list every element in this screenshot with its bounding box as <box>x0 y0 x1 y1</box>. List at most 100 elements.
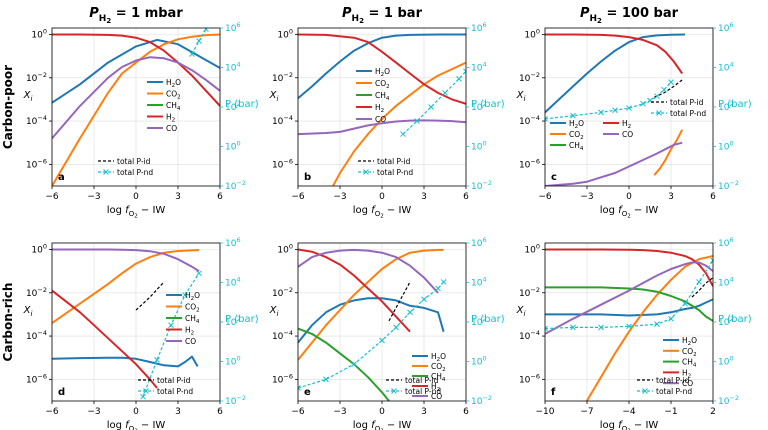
legend-label-h2o: H2O <box>166 78 181 89</box>
series-total-pnd-marker <box>351 361 357 368</box>
legend-label-total-pnd: total P-nd <box>670 109 706 118</box>
y2-axis-label-text: P (bar) <box>718 99 752 110</box>
x-axis-label-sub: O <box>375 425 381 430</box>
legend-label-total-pnd: total P-nd <box>656 387 692 396</box>
y2-tick-label: 100 <box>718 140 734 153</box>
y-tick-exp: −4 <box>37 329 47 337</box>
series-h2o <box>545 33 686 114</box>
series-co <box>298 248 439 294</box>
x-tick-label: 2 <box>710 407 716 417</box>
y-tick-label: 10−6 <box>519 157 540 170</box>
y-tick-exp: −2 <box>283 286 293 294</box>
y-tick-exp: −2 <box>37 286 47 294</box>
y2-tick-exp: 0 <box>482 140 486 148</box>
series-total-pnd-marker <box>189 51 195 57</box>
series-total-pnd-marker <box>435 285 441 292</box>
legend-label-h2o: H2O <box>431 352 446 363</box>
series-h2 <box>52 33 220 107</box>
x-axis-label-f: f <box>371 205 376 216</box>
legend-label-main: CO <box>166 90 177 99</box>
y-tick-label: 10−6 <box>272 157 293 170</box>
x-axis-label: log fO2 − IW <box>600 420 659 430</box>
legend-label-sub: 4 <box>386 96 390 102</box>
x-tick-label: 6 <box>710 192 716 202</box>
x-tick-label: −3 <box>580 192 593 202</box>
series-co2 <box>52 33 220 186</box>
x-tick-label: −6 <box>45 407 59 417</box>
y-axis-label-sub: i <box>30 310 32 318</box>
y-tick-exp: −6 <box>283 372 293 380</box>
series-co2 <box>585 255 713 401</box>
x-tick-label: −7 <box>580 407 593 417</box>
y-tick-label: 100 <box>31 27 47 40</box>
y2-tick-base: 10 <box>471 358 483 368</box>
legend-label-ch4: CH4 <box>375 91 390 102</box>
y2-tick-base: 10 <box>225 318 237 328</box>
series-total-pnd-marker <box>696 279 702 285</box>
legend-label-main: CH <box>569 141 580 150</box>
y2-tick-exp: −2 <box>236 179 246 187</box>
legend-label-sub: 2 <box>196 308 200 314</box>
legend-label-total-pid: total P-id <box>670 98 704 107</box>
y2-tick-base: 10 <box>471 182 483 192</box>
plot-area <box>298 248 447 401</box>
legend-label-main: CH <box>185 314 196 323</box>
y2-tick-exp: 6 <box>729 21 733 29</box>
series-total-pnd-marker <box>196 270 202 277</box>
series-total-pnd-marker <box>182 292 188 298</box>
x-axis-label-suffix: − IW <box>384 420 412 430</box>
y-tick-base: 10 <box>26 160 38 170</box>
column-title-sub: H <box>352 14 360 24</box>
y2-tick-exp: −2 <box>482 179 492 187</box>
y2-tick-base: 10 <box>718 143 730 153</box>
x-tick-label: −4 <box>622 407 636 417</box>
y2-tick-label: 106 <box>718 236 734 249</box>
series-total-pnd-marker <box>428 104 434 110</box>
legend-label-rest: O <box>194 291 200 300</box>
y2-tick-label: 102 <box>471 100 487 113</box>
x-tick-label: 0 <box>133 407 139 417</box>
y2-axis-label: P (bar) <box>225 99 259 110</box>
y2-tick-base: 10 <box>471 24 483 34</box>
legend-label-co: CO <box>682 379 693 388</box>
legend-label-main: CO <box>569 130 580 139</box>
plot-area <box>545 33 686 186</box>
y-tick-label: 10−6 <box>26 157 47 170</box>
y2-tick-base: 10 <box>471 143 483 153</box>
y2-tick-exp: 0 <box>236 355 240 363</box>
y2-tick-base: 10 <box>225 64 237 74</box>
legend-label-sub: 2 <box>442 367 446 373</box>
series-total-pnd-marker <box>203 28 209 32</box>
y-tick-exp: −6 <box>37 157 47 165</box>
y-tick-exp: 0 <box>43 27 47 35</box>
y2-tick-label: 102 <box>225 315 241 328</box>
x-tick-label: 6 <box>217 192 223 202</box>
series-total-pnd-marker <box>570 324 576 331</box>
x-axis-label-f: f <box>618 205 623 216</box>
y-tick-base: 10 <box>26 332 38 342</box>
series-total-pnd-marker <box>218 4 223 9</box>
y2-tick-exp: 2 <box>236 100 240 108</box>
series-total-pid <box>653 79 683 98</box>
x-tick-label: 0 <box>133 192 139 202</box>
y2-tick-label: 104 <box>225 61 241 74</box>
x-axis-label-sub: O <box>375 210 381 218</box>
series-total-pnd-marker <box>154 357 160 363</box>
series-total-pnd-marker <box>140 393 146 400</box>
y2-tick-label: 102 <box>471 315 487 328</box>
legend-label-sub: 2 <box>381 108 385 114</box>
y-tick-label: 10−4 <box>272 114 293 127</box>
y-tick-base: 10 <box>524 245 536 255</box>
y2-tick-label: 102 <box>718 100 734 113</box>
column-title: PH2 = 100 bar <box>580 6 679 25</box>
column-title-value: = 1 mbar <box>111 6 183 21</box>
legend-label-co: CO <box>431 392 442 401</box>
y-tick-exp: −2 <box>530 71 540 79</box>
y2-tick-exp: 4 <box>729 61 733 69</box>
x-axis-label-prefix: log <box>353 205 371 216</box>
column-title-p: P <box>89 6 99 21</box>
y-tick-base: 10 <box>519 332 531 342</box>
y2-tick-base: 10 <box>718 64 730 74</box>
x-axis-label-sub: O <box>622 425 628 430</box>
